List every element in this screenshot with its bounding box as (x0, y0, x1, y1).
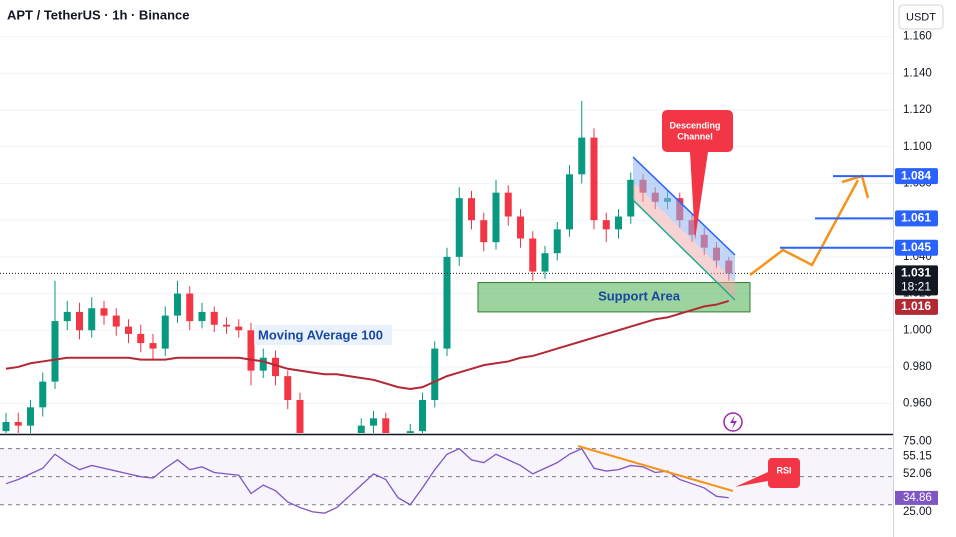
candle-body (627, 179, 635, 217)
rsi-value-tag (895, 449, 938, 464)
candle-body (529, 238, 537, 272)
candle-body (63, 311, 71, 322)
currency-button[interactable] (898, 4, 944, 30)
callout (662, 110, 733, 240)
candle-body (247, 330, 255, 371)
candle-body (149, 343, 157, 349)
candle-body (100, 308, 108, 316)
candle-body (198, 311, 206, 322)
candle-body (357, 425, 365, 433)
price-tag (895, 239, 938, 256)
chart-title: APT / TetherUS · 1h · Binance (7, 7, 190, 22)
candle-body (284, 376, 292, 400)
price-tag (895, 210, 938, 227)
candle-body (27, 407, 34, 426)
candle-body (112, 315, 120, 327)
y-tick-label: 1.000 (903, 324, 932, 336)
rsi-value-tag (895, 490, 938, 505)
rsi-pane (0, 447, 893, 514)
candle-body (137, 333, 145, 344)
candle-body (259, 357, 267, 371)
candle-body (125, 326, 132, 334)
y-tick-label: 1.160 (903, 31, 932, 43)
event-icon-bolt (730, 415, 737, 429)
channel-lower (633, 182, 735, 300)
channel-line (632, 199, 736, 301)
candle-body (161, 315, 169, 349)
y-tick-label: 1.140 (903, 67, 932, 79)
rsi-value-label: 55.15 (903, 450, 932, 462)
candle-body (174, 293, 181, 316)
channel-upper (633, 157, 735, 282)
candle-body (186, 293, 194, 322)
candle-body (590, 137, 598, 221)
price-tag-label: 1.045 (901, 240, 931, 254)
rsi-value-tag (895, 466, 938, 481)
price-tag-label: 1.061 (901, 211, 931, 225)
divergence-line (577, 445, 734, 492)
candle-body (296, 399, 304, 433)
candle-body (602, 220, 610, 230)
currency-label: USDT (906, 11, 936, 23)
candle-body (504, 192, 512, 217)
candle-body (76, 311, 83, 331)
price-tag (895, 168, 938, 185)
candle-body (14, 421, 22, 426)
rsi-tick-label: 75.00 (903, 436, 932, 448)
candle-body (235, 326, 243, 331)
y-tick-label: 1.120 (903, 104, 932, 116)
price-tag-label: 1.084 (901, 168, 931, 182)
candle-body (370, 418, 377, 426)
callout-text: Descending (669, 120, 720, 130)
price-tag-label: 1.016 (901, 299, 931, 313)
candle-body (553, 229, 561, 254)
rsi-tick-label: 25.00 (903, 506, 932, 518)
support-label: Support Area (598, 289, 681, 304)
candle-body (272, 357, 279, 377)
candle-body (2, 421, 10, 432)
legend-label: Moving AVerage 100 (258, 327, 383, 342)
candle-body (223, 324, 230, 327)
candle-body (88, 308, 96, 331)
countdown-label: 18:21 (901, 280, 931, 294)
candle-body (492, 192, 500, 243)
moving-average (5, 299, 730, 390)
y-tick-label: 1.100 (903, 141, 932, 153)
candle-body (431, 348, 439, 400)
callout-text: RSI (776, 465, 791, 475)
y-tick-label: 0.960 (903, 398, 932, 410)
candle-body (541, 253, 549, 272)
candle-body (468, 198, 475, 221)
candle-body (455, 198, 463, 257)
callout (735, 458, 800, 488)
callout-text: Channel (677, 131, 713, 141)
y-tick-label: 0.980 (903, 361, 932, 373)
channel-line (632, 156, 736, 256)
candle-body (443, 256, 451, 349)
candle-body (210, 311, 218, 325)
candle-body (39, 381, 47, 408)
candle-body (419, 399, 426, 432)
rsi-value-label: 34.86 (903, 492, 932, 504)
candle-body (566, 174, 573, 230)
ma-label-bg (254, 325, 392, 345)
rsi-line (5, 447, 729, 514)
candle-body (480, 220, 488, 243)
rsi-value-label: 52.06 (903, 468, 932, 480)
price-tag-label: 1.031 (901, 266, 931, 280)
forecast-arrow (749, 179, 860, 276)
price-tag (895, 298, 938, 315)
candle-body (51, 321, 59, 382)
price-tag (895, 265, 938, 296)
candle-body (517, 216, 524, 239)
candle-body (578, 137, 586, 175)
price-pane (0, 36, 893, 433)
candle-body (382, 418, 390, 433)
candle-body (615, 216, 622, 230)
candle-body (406, 431, 414, 433)
